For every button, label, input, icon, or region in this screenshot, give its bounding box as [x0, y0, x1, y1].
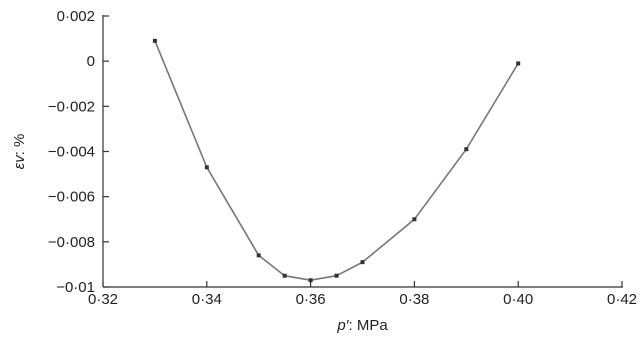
y-tick-label: −0·008 [48, 234, 95, 251]
y-axis-title: εv: % [11, 134, 28, 170]
y-tick-label: −0·01 [56, 279, 95, 296]
y-axis-unit: : % [11, 134, 28, 156]
x-tick-label: 0·36 [296, 291, 326, 308]
x-tick-label: 0·38 [399, 291, 429, 308]
y-axis-variable: εv [11, 154, 28, 170]
data-point [412, 217, 417, 222]
data-point [282, 273, 287, 278]
data-point [256, 253, 261, 258]
x-axis-unit: : MPa [348, 317, 388, 334]
axes [102, 15, 623, 288]
data-point [464, 147, 469, 152]
y-tick-label: −0·002 [48, 98, 95, 115]
y-ticks: 0·002 0 −0·002 −0·004 −0·006 −0·008 −0·01 [48, 8, 109, 296]
data-point [204, 165, 209, 170]
data-point [308, 278, 313, 283]
series-line [154, 40, 519, 282]
data-point [334, 273, 339, 278]
x-tick-label: 0·34 [192, 291, 222, 308]
data-point [152, 38, 157, 43]
x-axis-title: p′: MPa [336, 317, 388, 334]
data-point [360, 260, 365, 265]
x-tick-label: 0·40 [503, 291, 533, 308]
series [152, 38, 521, 283]
y-tick-label: −0·004 [48, 144, 95, 161]
x-axis-variable: p′ [336, 317, 349, 334]
y-tick-label: 0·002 [57, 8, 95, 25]
y-tick-label: 0 [87, 53, 95, 70]
y-tick-label: −0·006 [48, 189, 95, 206]
x-tick-label: 0·42 [607, 291, 637, 308]
x-ticks: 0·32 0·34 0·36 0·38 0·40 0·42 [88, 281, 637, 308]
x-tick-label: 0·32 [88, 291, 118, 308]
data-point [516, 61, 521, 66]
